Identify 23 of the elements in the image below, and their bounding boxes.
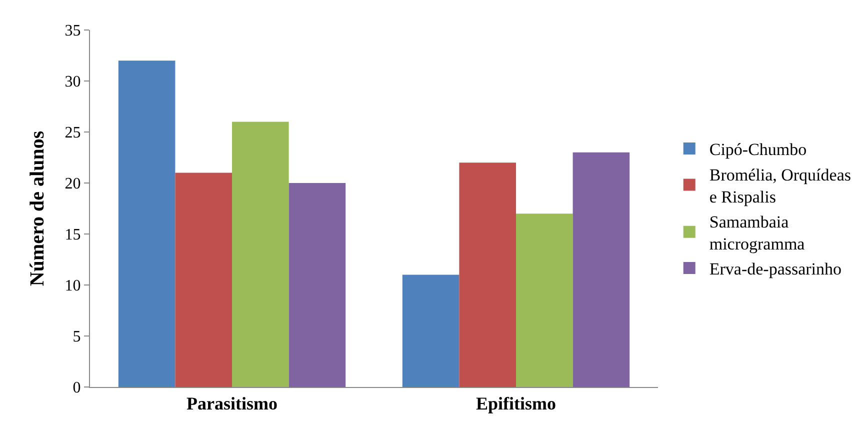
y-tick-label: 30 [64, 74, 81, 91]
legend-label: Samambaia microgramma [709, 212, 806, 254]
y-tick-label: 15 [64, 226, 81, 244]
bar [402, 274, 460, 387]
y-tick-label: 0 [72, 380, 81, 397]
legend-label: Erva-de-passarinho [709, 260, 842, 279]
bar [459, 162, 516, 387]
y-tick-label: 25 [64, 124, 81, 142]
y-tick-label: 35 [64, 22, 81, 40]
bar [572, 152, 630, 387]
x-tick-label: Epifitismo [476, 394, 556, 414]
bar [516, 214, 573, 387]
bar [175, 172, 232, 387]
bar [118, 60, 176, 387]
y-tick-label: 10 [64, 278, 81, 295]
legend-label: Cipó-Chumbo [709, 140, 807, 160]
y-axis-title: Número de alunos [26, 130, 48, 286]
y-tick-label: 20 [64, 176, 81, 193]
legend-label: Bromélia, Orquídeas e Rispalis [709, 165, 851, 206]
y-tick-label: 5 [72, 328, 81, 346]
bar [288, 183, 346, 387]
x-tick-label: Parasitismo [186, 394, 278, 414]
bar [232, 122, 289, 387]
